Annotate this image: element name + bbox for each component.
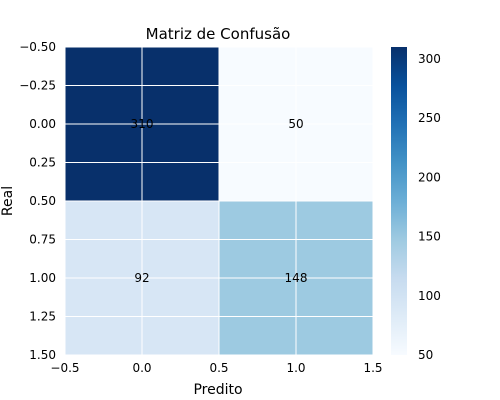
x-tick-label: 1.5 <box>363 361 382 375</box>
cell-value-label: 310 <box>131 117 154 131</box>
colorbar <box>391 47 407 355</box>
cell-value-label: 50 <box>288 117 303 131</box>
cell-value-label: 92 <box>134 271 149 285</box>
y-tick-label: 1.00 <box>29 271 56 285</box>
colorbar-tick-label: 300 <box>418 52 441 66</box>
chart-title: Matriz de Confusão <box>146 25 291 43</box>
y-axis-label: Real <box>0 186 16 216</box>
y-tick-label: 1.25 <box>29 310 56 324</box>
y-tick-label: 0.50 <box>29 194 56 208</box>
x-tick-label: 1.0 <box>286 361 305 375</box>
y-tick-label: −0.25 <box>19 79 56 93</box>
y-tick-label: 0.25 <box>29 156 56 170</box>
y-axis-ticks: −0.50 −0.25 0.00 0.25 0.50 0.75 1.00 1.25 1.50 <box>19 40 56 362</box>
colorbar-tick-label: 200 <box>418 170 441 184</box>
cell-labels: 310 50 92 148 <box>131 117 308 285</box>
y-tick-label: 0.75 <box>29 233 56 247</box>
y-tick-label: 0.00 <box>29 117 56 131</box>
colorbar-tick-label: 250 <box>418 111 441 125</box>
colorbar-tick-label: 50 <box>418 348 433 362</box>
y-tick-label: 1.50 <box>29 348 56 362</box>
x-tick-label: −0.5 <box>50 361 79 375</box>
colorbar-tick-label: 100 <box>418 289 441 303</box>
colorbar-tick-label: 150 <box>418 230 441 244</box>
x-axis-label: Predito <box>193 382 242 398</box>
colorbar-ticks: 50 100 150 200 250 300 <box>418 52 441 362</box>
y-tick-label: −0.50 <box>19 40 56 54</box>
x-tick-label: 0.0 <box>132 361 151 375</box>
grid-lines <box>64 46 374 356</box>
x-axis-ticks: −0.5 0.0 0.5 1.0 1.5 <box>50 361 382 375</box>
cell-value-label: 148 <box>285 271 308 285</box>
x-tick-label: 0.5 <box>209 361 228 375</box>
